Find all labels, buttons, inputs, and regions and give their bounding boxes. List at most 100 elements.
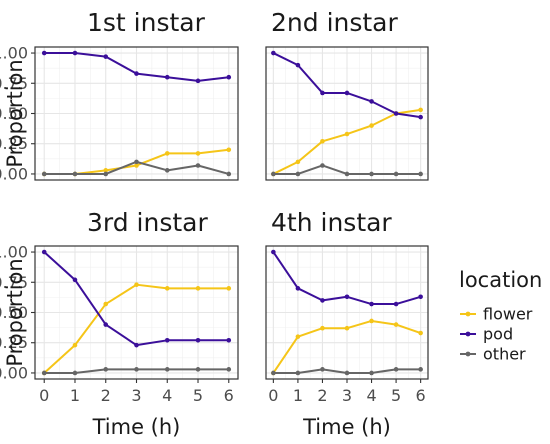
data-point-other <box>369 171 374 177</box>
data-point-flower <box>103 168 109 173</box>
x-tick-label: 2 <box>317 386 327 405</box>
data-point-other <box>393 367 399 372</box>
legend-label: pod <box>483 325 513 344</box>
series-other <box>41 367 232 376</box>
panel-3: 3rd instar 0.00 0.25 0.50 0.75 1.00 0 1 2 3 4 5 6 Tim… <box>0 208 239 439</box>
x-tick-label: 6 <box>224 386 234 405</box>
data-point-flower <box>295 159 301 165</box>
data-point-other <box>295 370 301 376</box>
data-point-pod <box>344 294 350 300</box>
data-point-pod <box>393 301 399 307</box>
series-pod <box>41 50 232 84</box>
x-tick-label: 2 <box>101 386 111 405</box>
panel-title: 2nd instar <box>271 8 399 37</box>
y-tick-label: 0.25 <box>0 333 28 352</box>
legend-item-flower: flower <box>460 305 533 324</box>
x-tick-label: 5 <box>391 386 401 405</box>
data-point-pod <box>164 74 170 80</box>
data-point-other <box>271 171 276 177</box>
data-point-pod <box>41 249 47 255</box>
data-point-other <box>72 171 78 177</box>
data-point-pod <box>320 90 325 96</box>
y-tick-label: 0.50 <box>0 303 28 322</box>
panel-4: 4th instar 0 1 2 3 4 5 6 Time (h) <box>265 208 429 439</box>
panel-title: 3rd instar <box>87 208 208 237</box>
data-point-flower <box>134 282 139 287</box>
data-point-flower <box>226 147 232 153</box>
data-point-pod <box>134 342 139 348</box>
data-point-other <box>103 367 109 372</box>
data-point-flower <box>134 163 139 168</box>
gridlines <box>35 47 238 180</box>
data-point-pod <box>195 338 201 343</box>
series-other <box>41 159 232 177</box>
data-point-pod <box>226 74 232 80</box>
y-tick-label: 0.00 <box>0 164 28 183</box>
legend-key-point <box>465 331 471 337</box>
data-point-flower <box>320 139 325 144</box>
x-tick-label: 3 <box>342 386 352 405</box>
legend-title: location <box>459 268 542 292</box>
data-point-flower <box>195 151 201 156</box>
x-tick-label: 0 <box>39 386 49 405</box>
data-point-other <box>295 171 301 177</box>
x-axis-title: Time (h) <box>92 415 181 439</box>
data-point-other <box>134 159 139 165</box>
data-point-other <box>164 168 170 173</box>
series-pod <box>271 50 423 120</box>
data-point-other <box>393 171 399 177</box>
data-point-flower <box>72 342 78 348</box>
data-point-other <box>164 367 170 372</box>
x-axis-title: Time (h) <box>302 415 391 439</box>
series-other <box>271 163 423 177</box>
data-point-pod <box>164 338 170 343</box>
panel-title: 1st instar <box>87 8 206 37</box>
data-point-pod <box>295 286 301 291</box>
y-tick-label: 0.00 <box>0 363 28 382</box>
legend-item-other: other <box>460 345 526 364</box>
data-point-flower <box>226 286 232 291</box>
data-point-other <box>418 171 423 177</box>
data-point-flower <box>418 330 423 336</box>
data-point-flower <box>369 318 374 324</box>
data-point-other <box>418 367 423 372</box>
panel-border <box>265 46 429 181</box>
legend-label: other <box>483 345 526 364</box>
series-pod <box>41 249 232 348</box>
data-point-pod <box>195 78 201 84</box>
data-point-pod <box>103 322 109 327</box>
data-point-flower <box>320 325 325 331</box>
data-point-flower <box>418 107 423 113</box>
data-point-pod <box>103 54 109 59</box>
data-point-pod <box>369 99 374 104</box>
data-point-pod <box>344 90 350 96</box>
data-point-pod <box>393 111 399 116</box>
data-point-other <box>134 367 139 372</box>
y-tick-label: 1.00 <box>0 243 28 262</box>
y-tick-label: 0.25 <box>0 134 28 153</box>
data-point-pod <box>72 50 78 56</box>
data-point-other <box>41 370 47 376</box>
x-tick-label: 5 <box>193 386 203 405</box>
data-point-flower <box>344 131 350 137</box>
series-pod <box>271 249 423 307</box>
data-point-other <box>195 163 201 168</box>
data-point-other <box>369 370 374 376</box>
x-tick-label: 4 <box>162 386 172 405</box>
x-tick-label: 1 <box>293 386 303 405</box>
data-point-flower <box>393 322 399 327</box>
y-tick-label: 0.75 <box>0 74 28 93</box>
legend-key-point <box>465 311 471 317</box>
data-point-flower <box>195 286 201 291</box>
data-point-pod <box>271 50 276 56</box>
data-point-pod <box>320 298 325 303</box>
data-point-pod <box>134 71 139 76</box>
x-tick-label: 1 <box>70 386 80 405</box>
data-point-flower <box>369 123 374 128</box>
data-point-other <box>344 370 350 376</box>
data-point-other <box>195 367 201 372</box>
gridlines <box>35 246 238 379</box>
